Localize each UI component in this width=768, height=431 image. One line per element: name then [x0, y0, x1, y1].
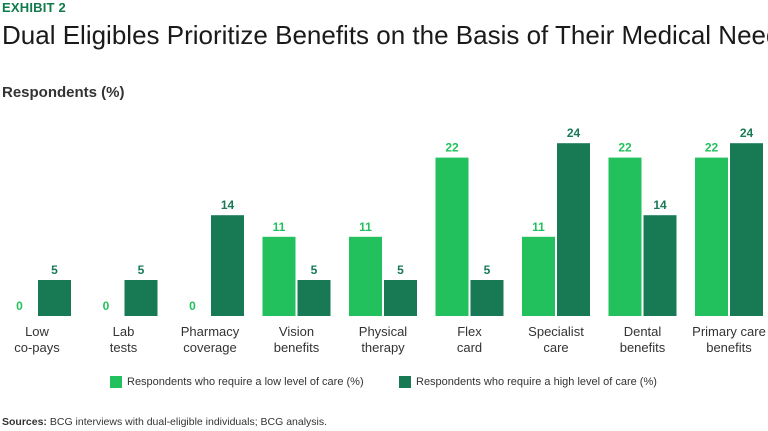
- data-label-low-8: 22: [705, 141, 719, 155]
- bar-high-4: [384, 280, 417, 316]
- data-label-high-3: 5: [311, 263, 318, 277]
- data-label-high-5: 5: [484, 263, 491, 277]
- legend-item-low: Respondents who require a low level of c…: [110, 376, 364, 388]
- source-text: BCG interviews with dual-eligible indivi…: [46, 416, 328, 428]
- category-label-4-1: therapy: [361, 340, 405, 355]
- data-label-high-4: 5: [397, 263, 404, 277]
- data-label-high-0: 5: [51, 263, 58, 277]
- bar-high-2: [211, 215, 244, 316]
- category-label-5-0: Flex: [457, 324, 482, 339]
- category-label-0-0: Low: [25, 324, 49, 339]
- category-label-3-0: Vision: [279, 324, 314, 339]
- bar-low-5: [435, 157, 469, 316]
- category-label-1-1: tests: [110, 340, 138, 355]
- bar-high-5: [470, 280, 504, 316]
- data-label-low-7: 22: [618, 141, 632, 155]
- category-label-8-1: benefits: [706, 340, 752, 355]
- data-label-low-3: 11: [273, 220, 286, 234]
- source-label: Sources:: [2, 416, 47, 428]
- category-label-6-1: care: [543, 340, 568, 355]
- category-label-6-0: Specialist: [528, 324, 584, 339]
- data-label-low-1: 0: [103, 299, 110, 313]
- data-label-low-0: 0: [16, 299, 23, 313]
- bar-low-7: [608, 157, 642, 316]
- category-label-4-0: Physical: [359, 324, 408, 339]
- bar-high-1: [124, 280, 158, 316]
- data-label-high-7: 14: [653, 198, 667, 212]
- bar-low-8: [695, 157, 728, 316]
- bar-high-7: [643, 215, 677, 316]
- data-label-low-6: 11: [532, 220, 545, 234]
- bar-low-4: [349, 236, 382, 316]
- category-label-5-1: card: [457, 340, 482, 355]
- legend-label-high: Respondents who require a high level of …: [416, 376, 657, 388]
- category-label-2-1: coverage: [183, 340, 236, 355]
- legend: Respondents who require a low level of c…: [0, 376, 768, 392]
- bar-low-6: [522, 236, 555, 316]
- bar-high-0: [38, 280, 71, 316]
- bar-high-3: [297, 280, 331, 316]
- chart-title: Dual Eligibles Prioritize Benefits on th…: [2, 20, 768, 50]
- data-label-low-4: 11: [359, 220, 372, 234]
- legend-swatch-low: [110, 376, 122, 388]
- legend-swatch-high: [399, 376, 411, 388]
- category-label-7-0: Dental: [624, 324, 662, 339]
- category-label-8-0: Primary care: [692, 324, 766, 339]
- data-label-high-2: 14: [221, 198, 235, 212]
- data-label-low-5: 22: [445, 141, 459, 155]
- data-label-high-8: 24: [740, 126, 754, 140]
- bar-high-8: [730, 143, 763, 316]
- bar-high-6: [557, 143, 590, 316]
- data-label-low-2: 0: [189, 299, 196, 313]
- category-label-1-0: Lab: [113, 324, 135, 339]
- y-axis-label: Respondents (%): [2, 84, 125, 101]
- category-label-0-1: co-pays: [14, 340, 60, 355]
- exhibit-label: EXHIBIT 2: [2, 0, 66, 15]
- source-note: Sources: BCG interviews with dual-eligib…: [2, 416, 327, 428]
- data-label-high-6: 24: [567, 126, 581, 140]
- category-label-3-1: benefits: [274, 340, 320, 355]
- legend-item-high: Respondents who require a high level of …: [399, 376, 657, 388]
- category-label-7-1: benefits: [620, 340, 666, 355]
- legend-label-low: Respondents who require a low level of c…: [127, 376, 364, 388]
- data-label-high-1: 5: [138, 263, 145, 277]
- category-label-2-0: Pharmacy: [181, 324, 240, 339]
- bar-low-3: [262, 236, 296, 316]
